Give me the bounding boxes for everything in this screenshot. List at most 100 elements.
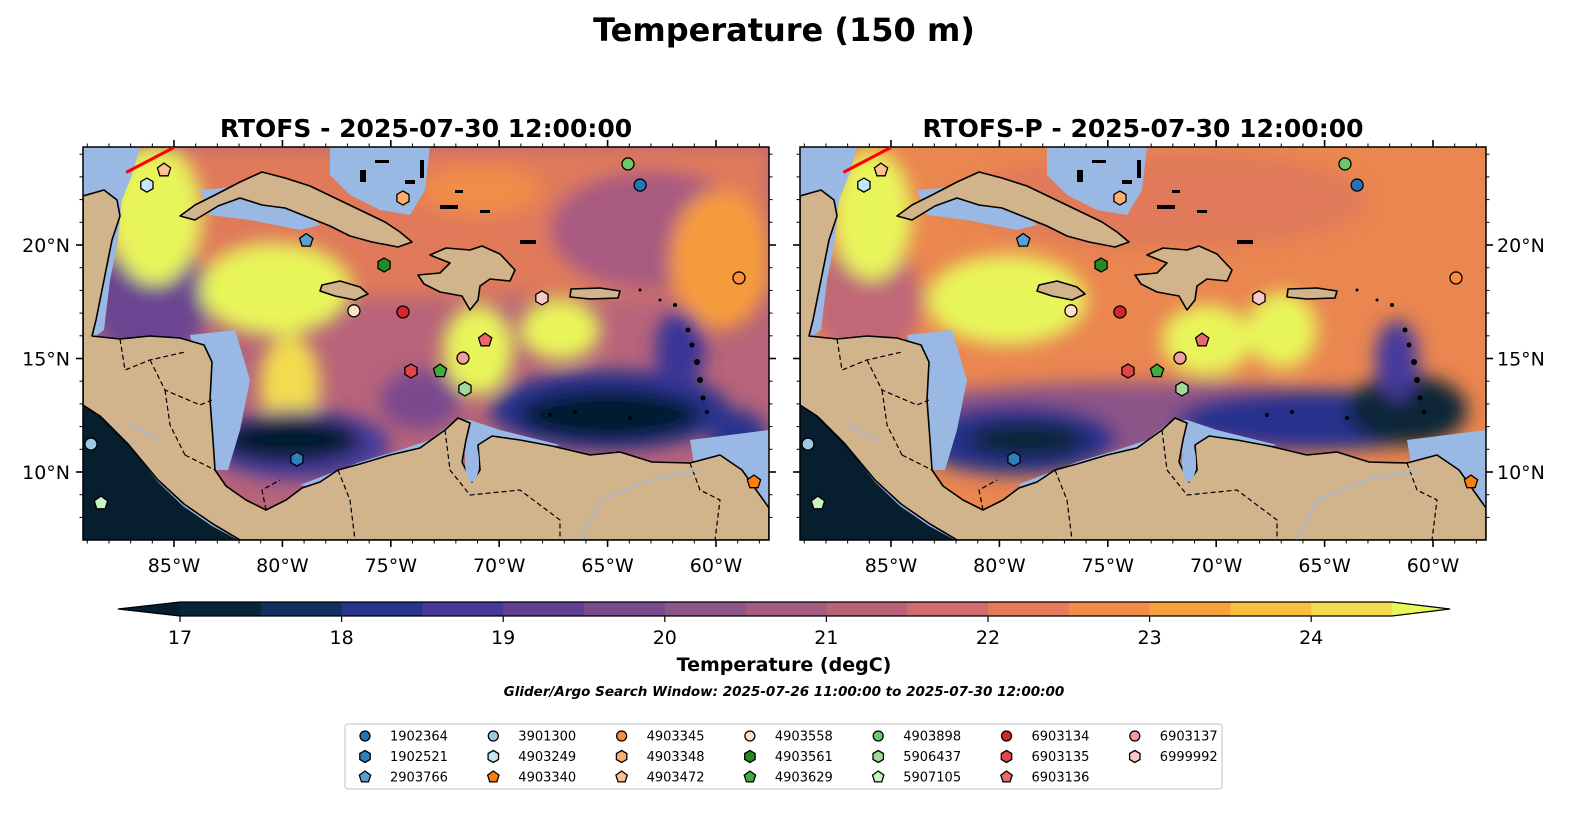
lat-tick-label: 20°N — [22, 235, 70, 257]
colorbar-bin — [1311, 602, 1393, 616]
colorbar: 17 18 19 20 21 22 23 24 — [117, 601, 1451, 649]
colorbar-tick-label: 17 — [168, 627, 192, 649]
legend-marker-icon — [487, 730, 499, 742]
legend-item-6903137: 6903137 — [1129, 730, 1218, 745]
colorbar-tick-label: 24 — [1299, 627, 1323, 649]
legend-item-6903136: 6903136 — [1000, 770, 1089, 786]
platform-marker-4903345 — [732, 271, 746, 285]
legend-item-4903348: 4903348 — [615, 749, 705, 765]
legend-marker-icon — [615, 730, 628, 742]
legend-item-4903558: 4903558 — [744, 730, 833, 745]
platform-marker-1902364 — [1350, 178, 1364, 192]
platform-marker-6903136 — [1194, 332, 1210, 347]
colorbar-bin — [260, 602, 343, 616]
legend-label: 4903249 — [518, 750, 576, 765]
legend-item-4903249: 4903249 — [487, 749, 576, 765]
colorbar-tick-label: 21 — [814, 627, 838, 649]
map-panel-rtofs — [83, 147, 769, 540]
lon-tick-label: 85°W — [148, 555, 201, 577]
legend-marker-icon — [486, 770, 500, 783]
legend-label: 6903134 — [1032, 730, 1090, 745]
platform-marker-4903629 — [1149, 363, 1165, 378]
platform-marker-2903766 — [298, 232, 314, 247]
platform-marker-1902521 — [1007, 451, 1021, 467]
legend-label: 4903898 — [903, 730, 961, 745]
platform-marker-4903340 — [1463, 474, 1479, 489]
platform-marker-2903766 — [1015, 232, 1031, 247]
legend-item-1902521: 1902521 — [359, 749, 448, 765]
lon-tick-label: 60°W — [1407, 555, 1460, 577]
platform-marker-1902521 — [290, 451, 304, 467]
legend-label: 5906437 — [903, 750, 961, 765]
lat-tick-label: 10°N — [22, 462, 70, 484]
colorbar-bin — [503, 602, 585, 616]
platform-marker-6999992 — [1252, 290, 1266, 306]
legend-marker-icon — [1128, 749, 1141, 764]
platform-marker-6999992 — [535, 290, 549, 306]
platform-marker-4903472 — [156, 162, 172, 177]
lon-tick-label: 85°W — [865, 555, 918, 577]
legend-item-4903345: 4903345 — [615, 730, 705, 745]
platform-marker-6903135 — [1121, 363, 1135, 379]
legend-marker-icon — [1000, 770, 1013, 783]
figure-title: Temperature (150 m) — [593, 11, 975, 49]
search-window-caption: Glider/Argo Search Window: 2025-07-26 11… — [504, 684, 1065, 700]
legend-marker-icon — [359, 749, 371, 764]
platform-marker-4903472 — [873, 162, 889, 177]
platform-marker-3901300 — [801, 437, 815, 451]
colorbar-bin — [745, 602, 827, 616]
platform-marker-5906437 — [458, 381, 472, 397]
platform-marker-4903249 — [857, 177, 871, 193]
lon-tick-label: 65°W — [1298, 555, 1351, 577]
legend-item-6903134: 6903134 — [1000, 730, 1090, 745]
colorbar-over-extension — [1392, 602, 1450, 616]
transect-line — [842, 147, 892, 174]
map-frame-rtofs — [82, 146, 770, 541]
platform-marker-4903558 — [347, 304, 361, 318]
panel-title-rtofs: RTOFS - 2025-07-30 12:00:00 — [220, 114, 632, 143]
lon-tick-label: 80°W — [973, 555, 1026, 577]
legend-label: 4903561 — [775, 750, 833, 765]
legend-label: 3901300 — [518, 730, 576, 745]
legend-marker-icon — [871, 770, 885, 783]
platform-marker-4903898 — [621, 157, 635, 171]
panel-title-rtofs-p: RTOFS-P - 2025-07-30 12:00:00 — [923, 114, 1364, 143]
platform-marker-6903134 — [396, 305, 410, 319]
lon-tick-label: 70°W — [1190, 555, 1243, 577]
legend-item-4903340: 4903340 — [486, 770, 576, 786]
legend-marker-icon — [358, 770, 372, 783]
lon-tick-label: 65°W — [581, 555, 634, 577]
lat-tick-label: 10°N — [1497, 462, 1545, 484]
legend-label: 4903340 — [518, 771, 576, 786]
legend-marker-icon — [744, 730, 756, 742]
legend-item-4903561: 4903561 — [744, 749, 833, 765]
legend-item-4903472: 4903472 — [615, 770, 705, 786]
platform-marker-3901300 — [84, 437, 98, 451]
legend-item-4903629: 4903629 — [743, 770, 833, 786]
map-panel-rtofs-p — [800, 147, 1486, 540]
colorbar-tick-label: 22 — [976, 627, 1000, 649]
lon-tick-label: 75°W — [1082, 555, 1135, 577]
legend-item-5906437: 5906437 — [872, 749, 961, 765]
legend-marker-icon — [872, 749, 885, 764]
legend: 1902364 1902521 2903766 3901300 4903249 49033… — [358, 730, 1218, 786]
colorbar-bin — [1149, 602, 1231, 616]
lat-tick-label: 15°N — [22, 349, 70, 371]
legend-label: 4903558 — [775, 730, 833, 745]
platform-marker-6903136 — [477, 332, 493, 347]
panel-overlay-1 — [801, 147, 1479, 510]
platform-marker-4903348 — [396, 190, 410, 206]
lat-tick-label: 20°N — [1497, 235, 1545, 257]
colorbar-bin — [1230, 602, 1312, 616]
colorbar-bin — [826, 602, 908, 616]
map-frame-rtofs-p — [799, 146, 1487, 541]
platform-marker-4903348 — [1113, 190, 1127, 206]
transect-line — [125, 147, 175, 174]
legend-label: 6999992 — [1160, 750, 1218, 765]
legend-label: 2903766 — [390, 771, 448, 786]
platform-marker-4903340 — [746, 474, 762, 489]
temperature-field-rtofs — [83, 147, 769, 490]
colorbar-tick-label: 23 — [1138, 627, 1162, 649]
legend-marker-icon — [487, 749, 500, 764]
